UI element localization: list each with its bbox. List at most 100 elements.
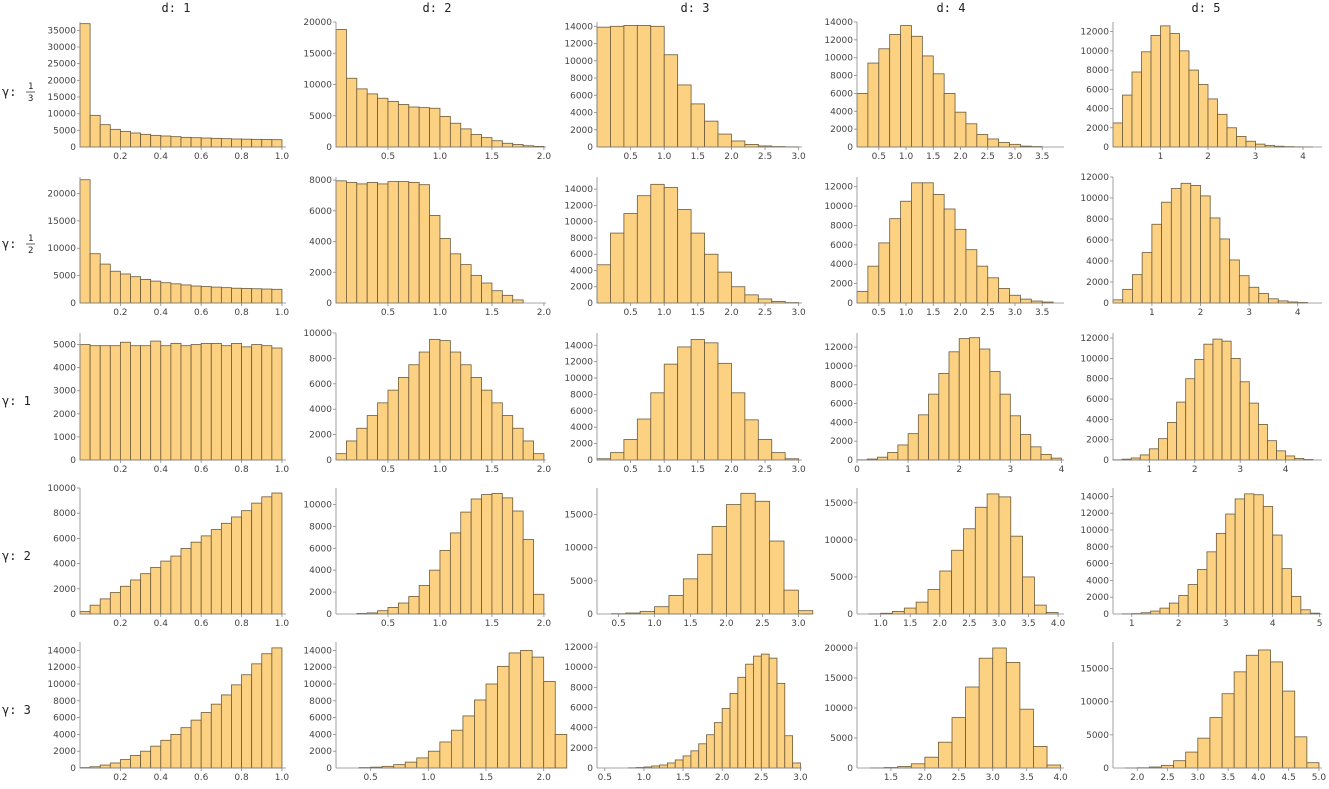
y-tick-label: 4000 — [53, 364, 76, 374]
y-tick-label: 6000 — [570, 407, 593, 417]
histogram-bar — [220, 522, 232, 615]
y-tick-label: 10000 — [1080, 194, 1109, 204]
histogram-bar — [1122, 94, 1133, 148]
y-tick-label: 15000 — [47, 217, 76, 227]
column-label-d4: d: 4 — [937, 1, 966, 15]
y-tick-label-zero: 0 — [587, 143, 593, 153]
histogram-bar — [969, 337, 981, 461]
x-tick-label: 2.0 — [1130, 773, 1145, 783]
histogram-bar — [1262, 506, 1274, 615]
histogram-bar — [491, 493, 503, 615]
y-tick-label: 8000 — [830, 381, 853, 391]
histogram-panel-r3-c1: 0.5 1.0 1.5 2.0 2000 4000 6000 8000 10000 0 — [303, 488, 551, 629]
histogram-bar — [1229, 259, 1240, 304]
histogram-bar — [160, 345, 172, 461]
y-tick-label-zero: 0 — [587, 299, 593, 309]
histogram-bar — [231, 287, 242, 304]
histogram-bar — [130, 579, 141, 615]
histogram-bar — [1215, 532, 1227, 615]
histogram-bar — [667, 762, 676, 769]
histogram-bar — [449, 351, 462, 461]
histogram-bar — [1150, 35, 1161, 148]
histogram-bar — [408, 106, 420, 148]
x-tick-label: 1 — [1158, 152, 1164, 162]
histogram-bar — [366, 93, 378, 148]
histogram-bar — [907, 433, 919, 461]
y-tick-label: 10000 — [564, 544, 593, 554]
histogram-bar — [180, 345, 192, 461]
y-tick-label: 8000 — [1086, 543, 1109, 553]
histogram-bar — [1141, 51, 1152, 148]
histogram-bar — [1306, 762, 1320, 769]
x-tick-label: 4 — [1059, 465, 1065, 475]
histogram-bar — [387, 607, 399, 615]
y-tick-label-zero: 0 — [326, 456, 332, 466]
y-tick-label: 4000 — [1086, 257, 1109, 267]
histogram-bar — [717, 271, 732, 304]
histogram-bar — [261, 345, 273, 461]
x-tick-label: 0.6 — [194, 308, 209, 318]
y-tick-label-zero: 0 — [587, 456, 593, 466]
y-tick-label: 12000 — [824, 183, 853, 193]
histogram-bar — [1010, 535, 1024, 615]
x-tick-label: 1.0 — [647, 619, 662, 629]
histogram-bar — [271, 347, 283, 461]
x-tick-label: 0.8 — [234, 465, 249, 475]
x-tick-label: 3.0 — [791, 308, 806, 318]
histogram-bar — [623, 25, 638, 148]
x-tick-label: 1 — [1149, 308, 1155, 318]
x-tick-label: 5.0 — [1312, 773, 1327, 783]
x-tick-label: 3 — [1007, 465, 1013, 475]
histogram-bar — [491, 290, 503, 304]
x-tick-label: 4 — [1270, 619, 1276, 629]
histogram-bar — [987, 138, 1000, 148]
histogram-bar — [636, 195, 652, 304]
histogram-panel-r1-c0: 0.2 0.4 0.6 0.8 1.0 5000 10000 15000 20000 0 — [47, 177, 289, 318]
histogram-panel-r4-c3: 1.5 2.0 2.5 3.0 3.5 4.0 5000 10000 15000 20000 0 — [824, 642, 1068, 783]
x-tick-label: 3.0 — [992, 619, 1007, 629]
histogram-bar — [170, 283, 182, 304]
histogram-bar — [1258, 293, 1269, 304]
histogram-bar — [512, 299, 524, 304]
histogram-bar — [1236, 136, 1247, 148]
histogram-bar — [271, 647, 283, 769]
histogram-bar — [867, 62, 880, 148]
histogram-bar — [1151, 223, 1163, 304]
x-tick-label: 1.0 — [873, 619, 888, 629]
histogram-bar — [1185, 378, 1196, 461]
histogram-bar — [140, 750, 152, 769]
x-tick-label: 0.5 — [381, 152, 395, 162]
x-tick-label: 2 — [1176, 619, 1182, 629]
row-label-numerator: 1 — [28, 234, 33, 244]
histogram-bar — [501, 497, 514, 615]
y-tick-label: 10000 — [564, 57, 593, 67]
y-tick-label: 4000 — [53, 730, 76, 740]
histogram-bar — [261, 288, 273, 304]
y-tick-label: 10000 — [824, 536, 853, 546]
histogram-bar — [1187, 584, 1198, 615]
x-tick-label: 1.0 — [657, 465, 672, 475]
y-tick-label: 14000 — [564, 22, 593, 32]
x-tick-label: 2.0 — [537, 308, 552, 318]
x-tick-label: 0.6 — [194, 619, 209, 629]
x-tick-label: 3.5 — [1020, 773, 1034, 783]
histogram-bar — [231, 684, 242, 769]
x-tick-label: 0.6 — [194, 465, 209, 475]
histogram-bar — [460, 264, 472, 304]
histogram-bar — [998, 142, 1010, 148]
histogram-bar — [1185, 751, 1199, 769]
x-tick-label: 1.5 — [485, 465, 499, 475]
histogram-bar — [439, 115, 451, 148]
row-label-prefix: γ: — [2, 85, 16, 99]
histogram-bar — [610, 25, 625, 148]
x-tick-label: 2 — [1198, 308, 1204, 318]
histogram-bar — [429, 569, 441, 615]
histogram-bar — [1233, 671, 1247, 769]
y-tick-label: 4000 — [570, 109, 593, 119]
histogram-bar — [979, 348, 991, 461]
y-tick-label: 2000 — [830, 125, 853, 135]
row-label-denominator: 3 — [28, 94, 33, 104]
histogram-panel-r0-c1: 0.5 1.0 1.5 2.0 5000 10000 15000 20000 0 — [303, 18, 551, 162]
y-tick-label-zero: 0 — [1103, 299, 1109, 309]
histogram-bar — [753, 655, 762, 769]
